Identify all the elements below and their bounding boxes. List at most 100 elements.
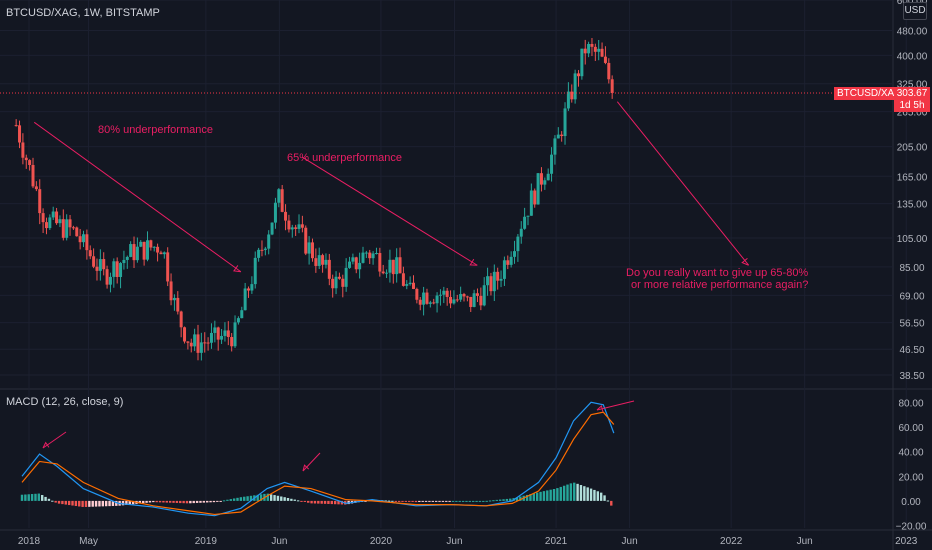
macd-histogram-bar (414, 500, 418, 503)
symbol-title: BTCUSD/XAG, 1W, BITSTAMP (6, 7, 160, 19)
macd-histogram-bar (606, 500, 610, 502)
candle-body (513, 251, 517, 257)
y-tick-label: 400.00 (897, 51, 928, 62)
candle-body (539, 173, 543, 185)
macd-histogram-bar (458, 500, 461, 502)
macd-histogram-bar (51, 500, 54, 502)
candle-body (368, 252, 372, 259)
bar-countdown-label: 1d 5h (894, 100, 930, 112)
currency-button[interactable]: USD (903, 2, 927, 20)
macd-histogram-bar (168, 500, 172, 503)
macd-y-tick-label: 80.00 (898, 398, 923, 409)
candle-body (85, 234, 89, 251)
candle-body (88, 250, 92, 257)
macd-histogram-bar (189, 500, 192, 504)
y-tick-label: 325.00 (897, 80, 928, 91)
macd-histogram-bar (121, 500, 125, 506)
candle-body (129, 244, 133, 257)
candle-body (135, 246, 139, 261)
macd-histogram-bar (320, 500, 323, 504)
candle-body (449, 296, 453, 304)
candle-body (166, 252, 170, 282)
macd-histogram-bar (482, 500, 485, 502)
macd-histogram-bar (229, 499, 232, 501)
y-tick-label: 265.00 (897, 108, 928, 119)
candle-body (273, 202, 277, 223)
macd-histogram-bar (276, 495, 280, 501)
y-tick-label: 480.00 (897, 26, 928, 37)
macd-histogram-bar (323, 500, 327, 504)
candle-body (199, 342, 203, 353)
macd-histogram-bar (91, 500, 94, 507)
macd-histogram-bar (498, 499, 502, 501)
candle-body (270, 222, 274, 235)
last-price-label: 303.67 (894, 87, 930, 100)
candle-body (415, 288, 419, 300)
candle-body (71, 227, 75, 229)
macd-histogram-bar (579, 485, 583, 501)
candle-body (388, 259, 392, 273)
candle-body (391, 259, 395, 275)
candle-body (183, 327, 187, 342)
candle-body (583, 48, 587, 54)
candle-body (300, 224, 304, 228)
candle-body (405, 284, 409, 286)
candle-body (385, 272, 389, 274)
macd-histogram-bar (438, 500, 441, 502)
candle-body (331, 278, 335, 289)
y-tick-label: 205.00 (897, 143, 928, 154)
macd-histogram-bar (461, 500, 465, 502)
candle-body (361, 252, 365, 263)
candle-body (371, 253, 375, 259)
macd-histogram-bar (61, 500, 64, 505)
candle-body (162, 252, 166, 255)
macd-histogram-bar (145, 500, 148, 503)
candle-body (18, 125, 22, 143)
candle-body (122, 259, 126, 264)
macd-histogram-bar (202, 500, 206, 503)
macd-histogram-bar (239, 497, 243, 501)
macd-histogram-bar (502, 499, 505, 501)
macd-histogram-bar (421, 500, 424, 502)
candle-body (21, 142, 25, 158)
macd-histogram-bar (525, 494, 529, 501)
candle-body (412, 282, 416, 289)
macd-histogram-bar (468, 500, 472, 502)
macd-histogram-bar (569, 483, 573, 501)
macd-histogram-bar (41, 495, 44, 501)
macd-histogram-bar (424, 500, 428, 502)
candle-body (526, 215, 530, 217)
macd-histogram-bar (101, 500, 105, 507)
macd-y-tick-label: 40.00 (898, 448, 923, 459)
candle-body (132, 244, 136, 261)
candle-body (287, 220, 291, 230)
candle-body (455, 299, 459, 301)
annotation-arrow-1 (33, 121, 242, 273)
candle-body (381, 271, 385, 274)
macd-histogram-bar (165, 500, 168, 503)
candle-body (310, 242, 314, 259)
candle-body (543, 180, 547, 185)
macd-histogram-bar (465, 500, 468, 502)
macd-histogram-bar (428, 500, 431, 502)
macd-histogram-bar (441, 500, 445, 502)
x-tick-label: Jun (271, 536, 287, 547)
macd-histogram-bar (411, 500, 414, 502)
macd-histogram-bar (280, 496, 283, 501)
candle-body (438, 294, 442, 296)
candle-body (408, 282, 412, 285)
candle-body (41, 213, 45, 223)
macd-histogram-bar (408, 500, 411, 502)
candle-body (432, 302, 436, 304)
macd-histogram-bar (394, 500, 397, 502)
candle-body (152, 246, 156, 248)
candle-body (563, 108, 567, 137)
candle-body (203, 342, 207, 344)
macd-histogram-bar (313, 500, 317, 504)
macd-histogram-bar (434, 500, 438, 502)
macd-histogram-bar (155, 500, 158, 503)
macd-histogram-bar (485, 500, 488, 502)
candle-body (176, 297, 180, 312)
candle-body (509, 256, 513, 265)
